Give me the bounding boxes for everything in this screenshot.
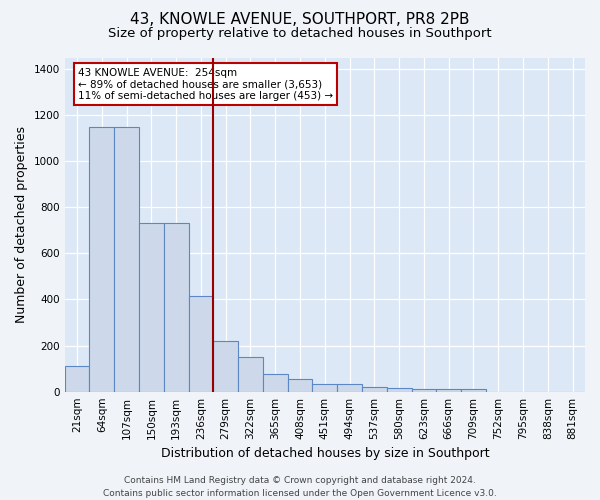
Bar — [412, 389, 436, 392]
Text: Size of property relative to detached houses in Southport: Size of property relative to detached ho… — [108, 28, 492, 40]
Bar — [114, 126, 139, 392]
Bar — [238, 357, 263, 392]
Bar — [287, 379, 313, 392]
Bar — [89, 126, 114, 392]
Y-axis label: Number of detached properties: Number of detached properties — [15, 126, 28, 323]
Bar — [313, 384, 337, 392]
Bar — [263, 374, 287, 392]
Text: Contains HM Land Registry data © Crown copyright and database right 2024.
Contai: Contains HM Land Registry data © Crown c… — [103, 476, 497, 498]
Bar — [337, 384, 362, 392]
Bar — [362, 387, 387, 392]
Bar — [164, 224, 188, 392]
Bar — [387, 388, 412, 392]
Bar — [461, 390, 486, 392]
Bar — [214, 341, 238, 392]
Text: 43 KNOWLE AVENUE:  254sqm
← 89% of detached houses are smaller (3,653)
11% of se: 43 KNOWLE AVENUE: 254sqm ← 89% of detach… — [77, 68, 333, 100]
Bar — [188, 296, 214, 392]
Bar — [65, 366, 89, 392]
X-axis label: Distribution of detached houses by size in Southport: Distribution of detached houses by size … — [161, 447, 489, 460]
Bar — [436, 390, 461, 392]
Bar — [139, 224, 164, 392]
Text: 43, KNOWLE AVENUE, SOUTHPORT, PR8 2PB: 43, KNOWLE AVENUE, SOUTHPORT, PR8 2PB — [130, 12, 470, 28]
